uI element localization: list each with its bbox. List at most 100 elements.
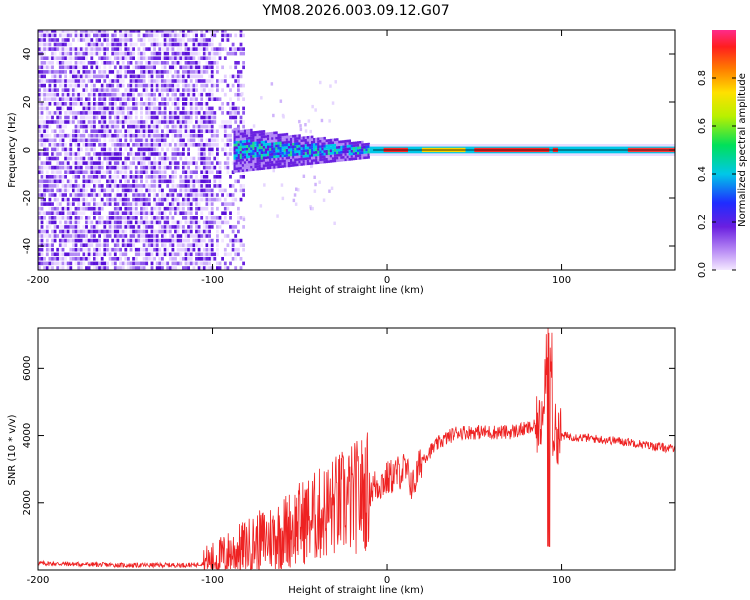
noise-cell [93, 106, 96, 111]
noise-cell [87, 33, 91, 38]
noise-cell [38, 143, 41, 147]
noise-cell [189, 38, 193, 42]
noise-cell [192, 97, 196, 101]
noise-cell [200, 152, 204, 156]
noise-cell [64, 111, 67, 115]
band-cell [254, 165, 257, 168]
noise-cell [116, 152, 120, 156]
noise-cell [189, 184, 193, 188]
noise-cell [202, 70, 206, 74]
band-cell [246, 150, 249, 154]
noise-cell [142, 243, 146, 247]
noise-cell [134, 247, 138, 252]
band-cell [256, 165, 259, 168]
band-cell [275, 155, 278, 158]
noise-cell [66, 83, 70, 88]
noise-cell [129, 79, 133, 83]
noise-cell [129, 47, 133, 51]
noise-cell [158, 220, 162, 225]
noise-cell [43, 165, 46, 170]
noise-cell [333, 221, 336, 225]
noise-cell [192, 74, 196, 79]
noise-cell [90, 42, 94, 47]
band-cell [350, 157, 354, 161]
noise-cell [184, 220, 188, 225]
band-cell [294, 147, 297, 151]
noise-cell [202, 152, 206, 156]
noise-cell [74, 115, 78, 120]
noise-cell [40, 234, 44, 238]
noise-cell [74, 252, 78, 257]
noise-cell [200, 30, 204, 33]
noise-cell [163, 47, 167, 51]
noise-cell [205, 56, 209, 60]
noise-cell [48, 88, 52, 92]
noise-cell [93, 193, 96, 197]
noise-cell [221, 229, 224, 234]
band-cell [296, 147, 299, 151]
noise-cell [79, 138, 83, 143]
band-cell [306, 149, 310, 152]
band-cell [315, 137, 318, 141]
noise-cell [53, 197, 57, 202]
colorbar-tick-label: 0.8 [697, 70, 708, 86]
noise-cell [192, 243, 196, 247]
noise-cell [121, 38, 125, 42]
noise-cell [195, 202, 198, 206]
noise-cell [189, 197, 193, 202]
noise-cell [72, 220, 75, 225]
noise-cell [150, 247, 154, 252]
band-cell [294, 145, 297, 148]
noise-cell [58, 124, 62, 129]
noise-cell [226, 38, 230, 42]
noise-cell [106, 74, 109, 79]
noise-cell [40, 115, 44, 120]
noise-cell [95, 111, 99, 115]
band-cell [287, 145, 291, 149]
noise-cell [171, 97, 175, 101]
noise-cell [100, 143, 104, 147]
band-cell [354, 157, 358, 160]
noise-cell [155, 51, 159, 56]
band-cell [241, 135, 245, 138]
noise-cell [38, 193, 41, 197]
noise-cell [150, 165, 154, 170]
noise-cell [53, 51, 57, 56]
band-cell [252, 149, 255, 153]
noise-cell [77, 133, 81, 138]
noise-cell [129, 120, 133, 124]
noise-cell [179, 138, 183, 143]
noise-cell [90, 92, 94, 97]
band-cell [359, 156, 362, 160]
noise-cell [132, 238, 135, 243]
noise-cell [150, 129, 154, 133]
noise-cell [234, 106, 238, 111]
noise-cell [56, 156, 60, 161]
noise-cell [200, 234, 204, 238]
noise-cell [223, 252, 227, 257]
noise-cell [106, 252, 109, 257]
noise-cell [87, 156, 91, 161]
noise-cell [231, 47, 235, 51]
noise-cell [161, 165, 164, 170]
noise-cell [132, 193, 135, 197]
noise-cell [74, 30, 78, 33]
band-cell [338, 151, 341, 154]
noise-cell [145, 124, 149, 129]
noise-cell [168, 234, 172, 238]
band-cell [327, 149, 331, 153]
band-cell [256, 136, 259, 139]
noise-cell [145, 88, 149, 92]
noise-cell [132, 65, 135, 70]
noise-cell [108, 225, 112, 229]
noise-cell [192, 56, 196, 60]
noise-cell [171, 156, 175, 161]
noise-cell [163, 220, 167, 225]
noise-cell [82, 170, 86, 174]
noise-cell [192, 193, 196, 197]
noise-cell [66, 238, 70, 243]
noise-cell [40, 247, 44, 252]
noise-cell [216, 83, 219, 88]
noise-cell [124, 234, 128, 238]
noise-cell [58, 129, 62, 133]
